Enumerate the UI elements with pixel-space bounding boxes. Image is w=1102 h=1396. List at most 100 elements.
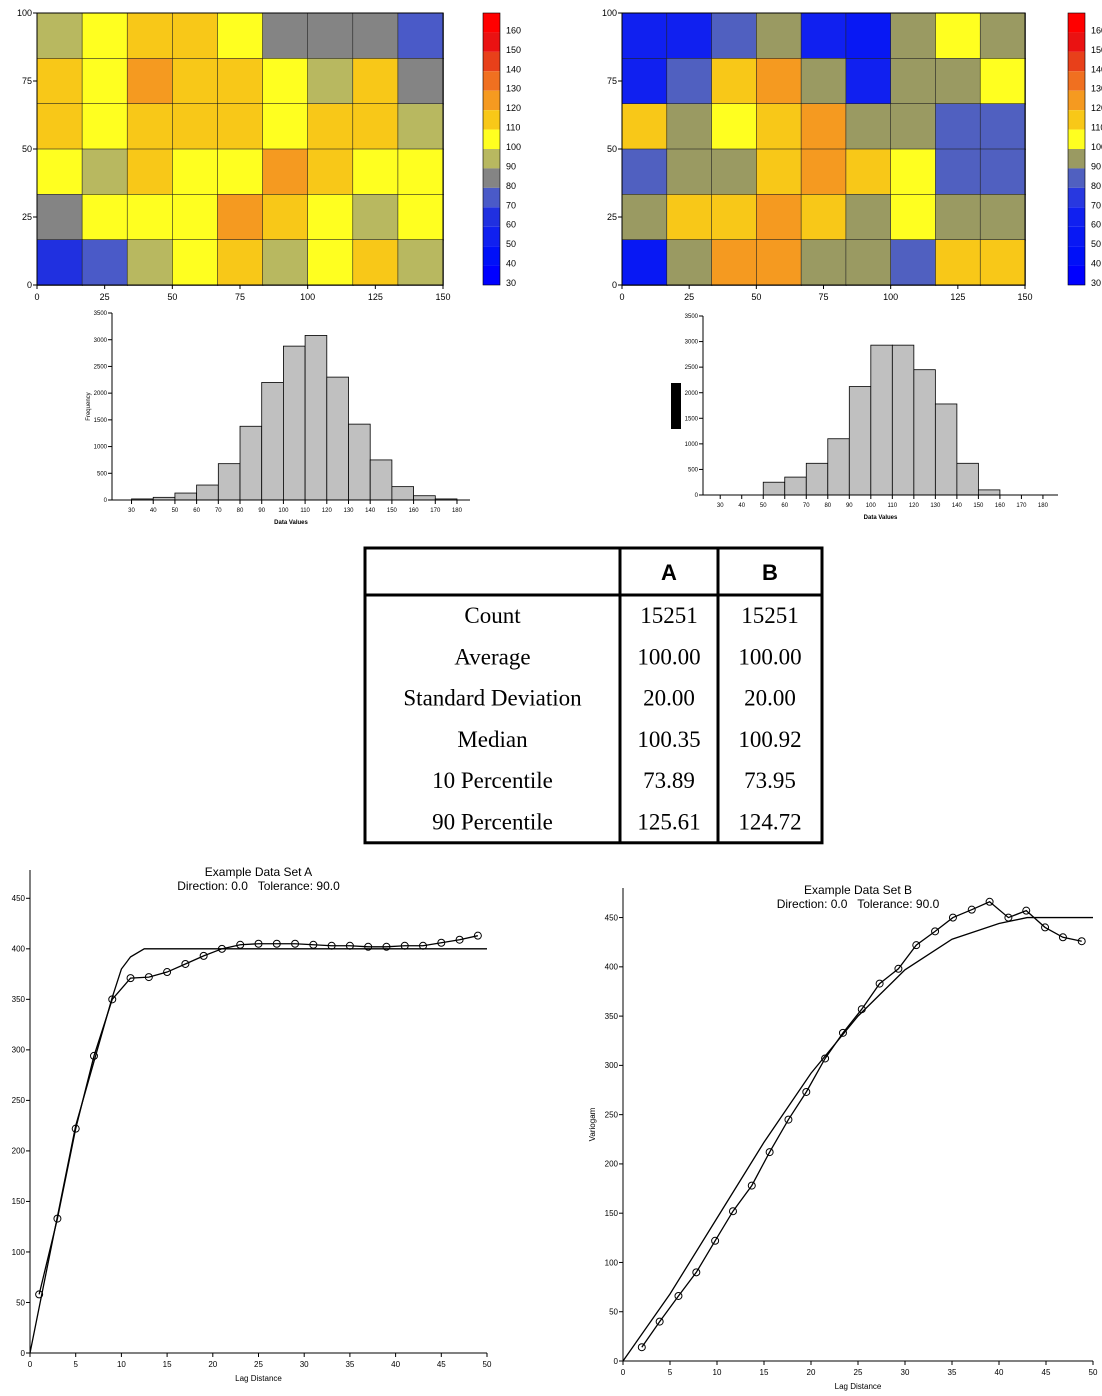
x-tick-label: 25 [100, 292, 110, 302]
colorbar-label: 100 [506, 142, 521, 152]
colorbar-box [483, 90, 500, 111]
x-axis-label: Data Values [274, 520, 308, 526]
cell [262, 194, 309, 241]
cell [36, 194, 83, 241]
cell [800, 148, 847, 196]
cell [217, 103, 264, 150]
y-tick-label: 75 [22, 76, 32, 86]
colorbar-label: 130 [506, 84, 521, 94]
y-tick-label: 2000 [685, 391, 699, 397]
colorbar-box [483, 71, 500, 91]
colorbar-box [1068, 32, 1085, 52]
colorbar-box [1068, 265, 1085, 285]
point [747, 1181, 756, 1190]
point [912, 941, 921, 950]
x-tick-label: 40 [391, 1360, 400, 1369]
x-tick-label: 80 [824, 503, 831, 509]
bar [934, 403, 958, 496]
table-cell: 100.35 [637, 727, 700, 752]
cell [81, 12, 129, 60]
x-tick-label: 160 [995, 503, 1006, 509]
y-tick-label: 50 [607, 144, 617, 154]
cell [711, 194, 758, 241]
bar [196, 484, 219, 501]
y-tick-label: 3000 [685, 340, 699, 346]
x-tick-label: 30 [300, 1360, 309, 1369]
cell [756, 239, 802, 286]
cell [36, 148, 83, 196]
cell [890, 148, 937, 196]
point [894, 964, 903, 973]
x-tick-label: 25 [684, 292, 694, 302]
colorbar-label: 120 [1091, 103, 1102, 113]
cell [979, 239, 1026, 286]
table-cell: 10 Percentile [432, 768, 553, 793]
cell [352, 239, 399, 286]
cell [800, 12, 847, 60]
table-cell: 20.00 [744, 686, 796, 711]
x-tick-label: 140 [365, 508, 376, 514]
cell [307, 194, 354, 241]
cell [979, 103, 1026, 150]
y-tick-label: 0 [612, 280, 617, 290]
x-tick-label: 70 [215, 508, 222, 514]
cell [845, 239, 892, 286]
cell [126, 58, 174, 105]
x-tick-label: 30 [901, 1368, 910, 1377]
cell [217, 148, 264, 196]
chart-subtitle: Direction: 0.0 Tolerance: 90.0 [777, 897, 940, 911]
cell [935, 103, 982, 150]
point [985, 897, 994, 906]
table-cell: 125.61 [637, 810, 700, 835]
x-tick-label: 25 [254, 1360, 263, 1369]
y-tick-label: 250 [12, 1096, 26, 1105]
x-tick-label: 0 [28, 1360, 33, 1369]
cell [262, 12, 309, 60]
bar [391, 486, 414, 501]
colorbar-label: 90 [1091, 161, 1101, 171]
x-tick-label: 130 [930, 503, 941, 509]
x-tick-label: 45 [437, 1360, 446, 1369]
x-tick-label: 100 [300, 292, 315, 302]
y-axis-label: Frequency [86, 392, 92, 420]
x-tick-label: 40 [738, 503, 745, 509]
cell [397, 148, 444, 196]
x-tick-label: 10 [713, 1368, 722, 1377]
x-tick-label: 15 [163, 1360, 172, 1369]
cell [756, 148, 802, 196]
cell [756, 103, 802, 150]
cell [307, 58, 354, 105]
colorbar-label: 140 [1091, 64, 1102, 74]
cell [262, 58, 309, 105]
x-tick-label: 125 [368, 292, 383, 302]
x-tick-label: 180 [1038, 503, 1049, 509]
y-tick-label: 0 [695, 493, 699, 499]
colorbar-label: 140 [506, 64, 521, 74]
point [473, 931, 482, 940]
y-tick-label: 450 [12, 894, 26, 903]
bar [283, 345, 306, 501]
y-tick-label: 3000 [94, 338, 108, 344]
y-tick-label: 300 [12, 1046, 26, 1055]
cell [126, 12, 174, 60]
y-tick-label: 25 [22, 212, 32, 222]
colorbar-box [1068, 226, 1085, 247]
colorbar-label: 50 [506, 239, 516, 249]
bar [174, 492, 198, 501]
point [455, 935, 464, 944]
x-tick-label: 40 [150, 508, 157, 514]
cell [172, 12, 219, 60]
colorbar-box [483, 265, 500, 285]
table-cell: 73.89 [643, 768, 695, 793]
point [181, 959, 190, 968]
colorbar-box [483, 129, 500, 149]
x-tick-label: 130 [343, 508, 354, 514]
point [655, 1317, 664, 1326]
colorbar-box [1068, 71, 1085, 91]
cell [935, 58, 982, 105]
cell [711, 148, 758, 196]
x-tick-label: 180 [452, 508, 463, 514]
cell [666, 148, 713, 196]
y-tick-label: 1500 [685, 416, 699, 422]
table-cell: 73.95 [744, 768, 796, 793]
